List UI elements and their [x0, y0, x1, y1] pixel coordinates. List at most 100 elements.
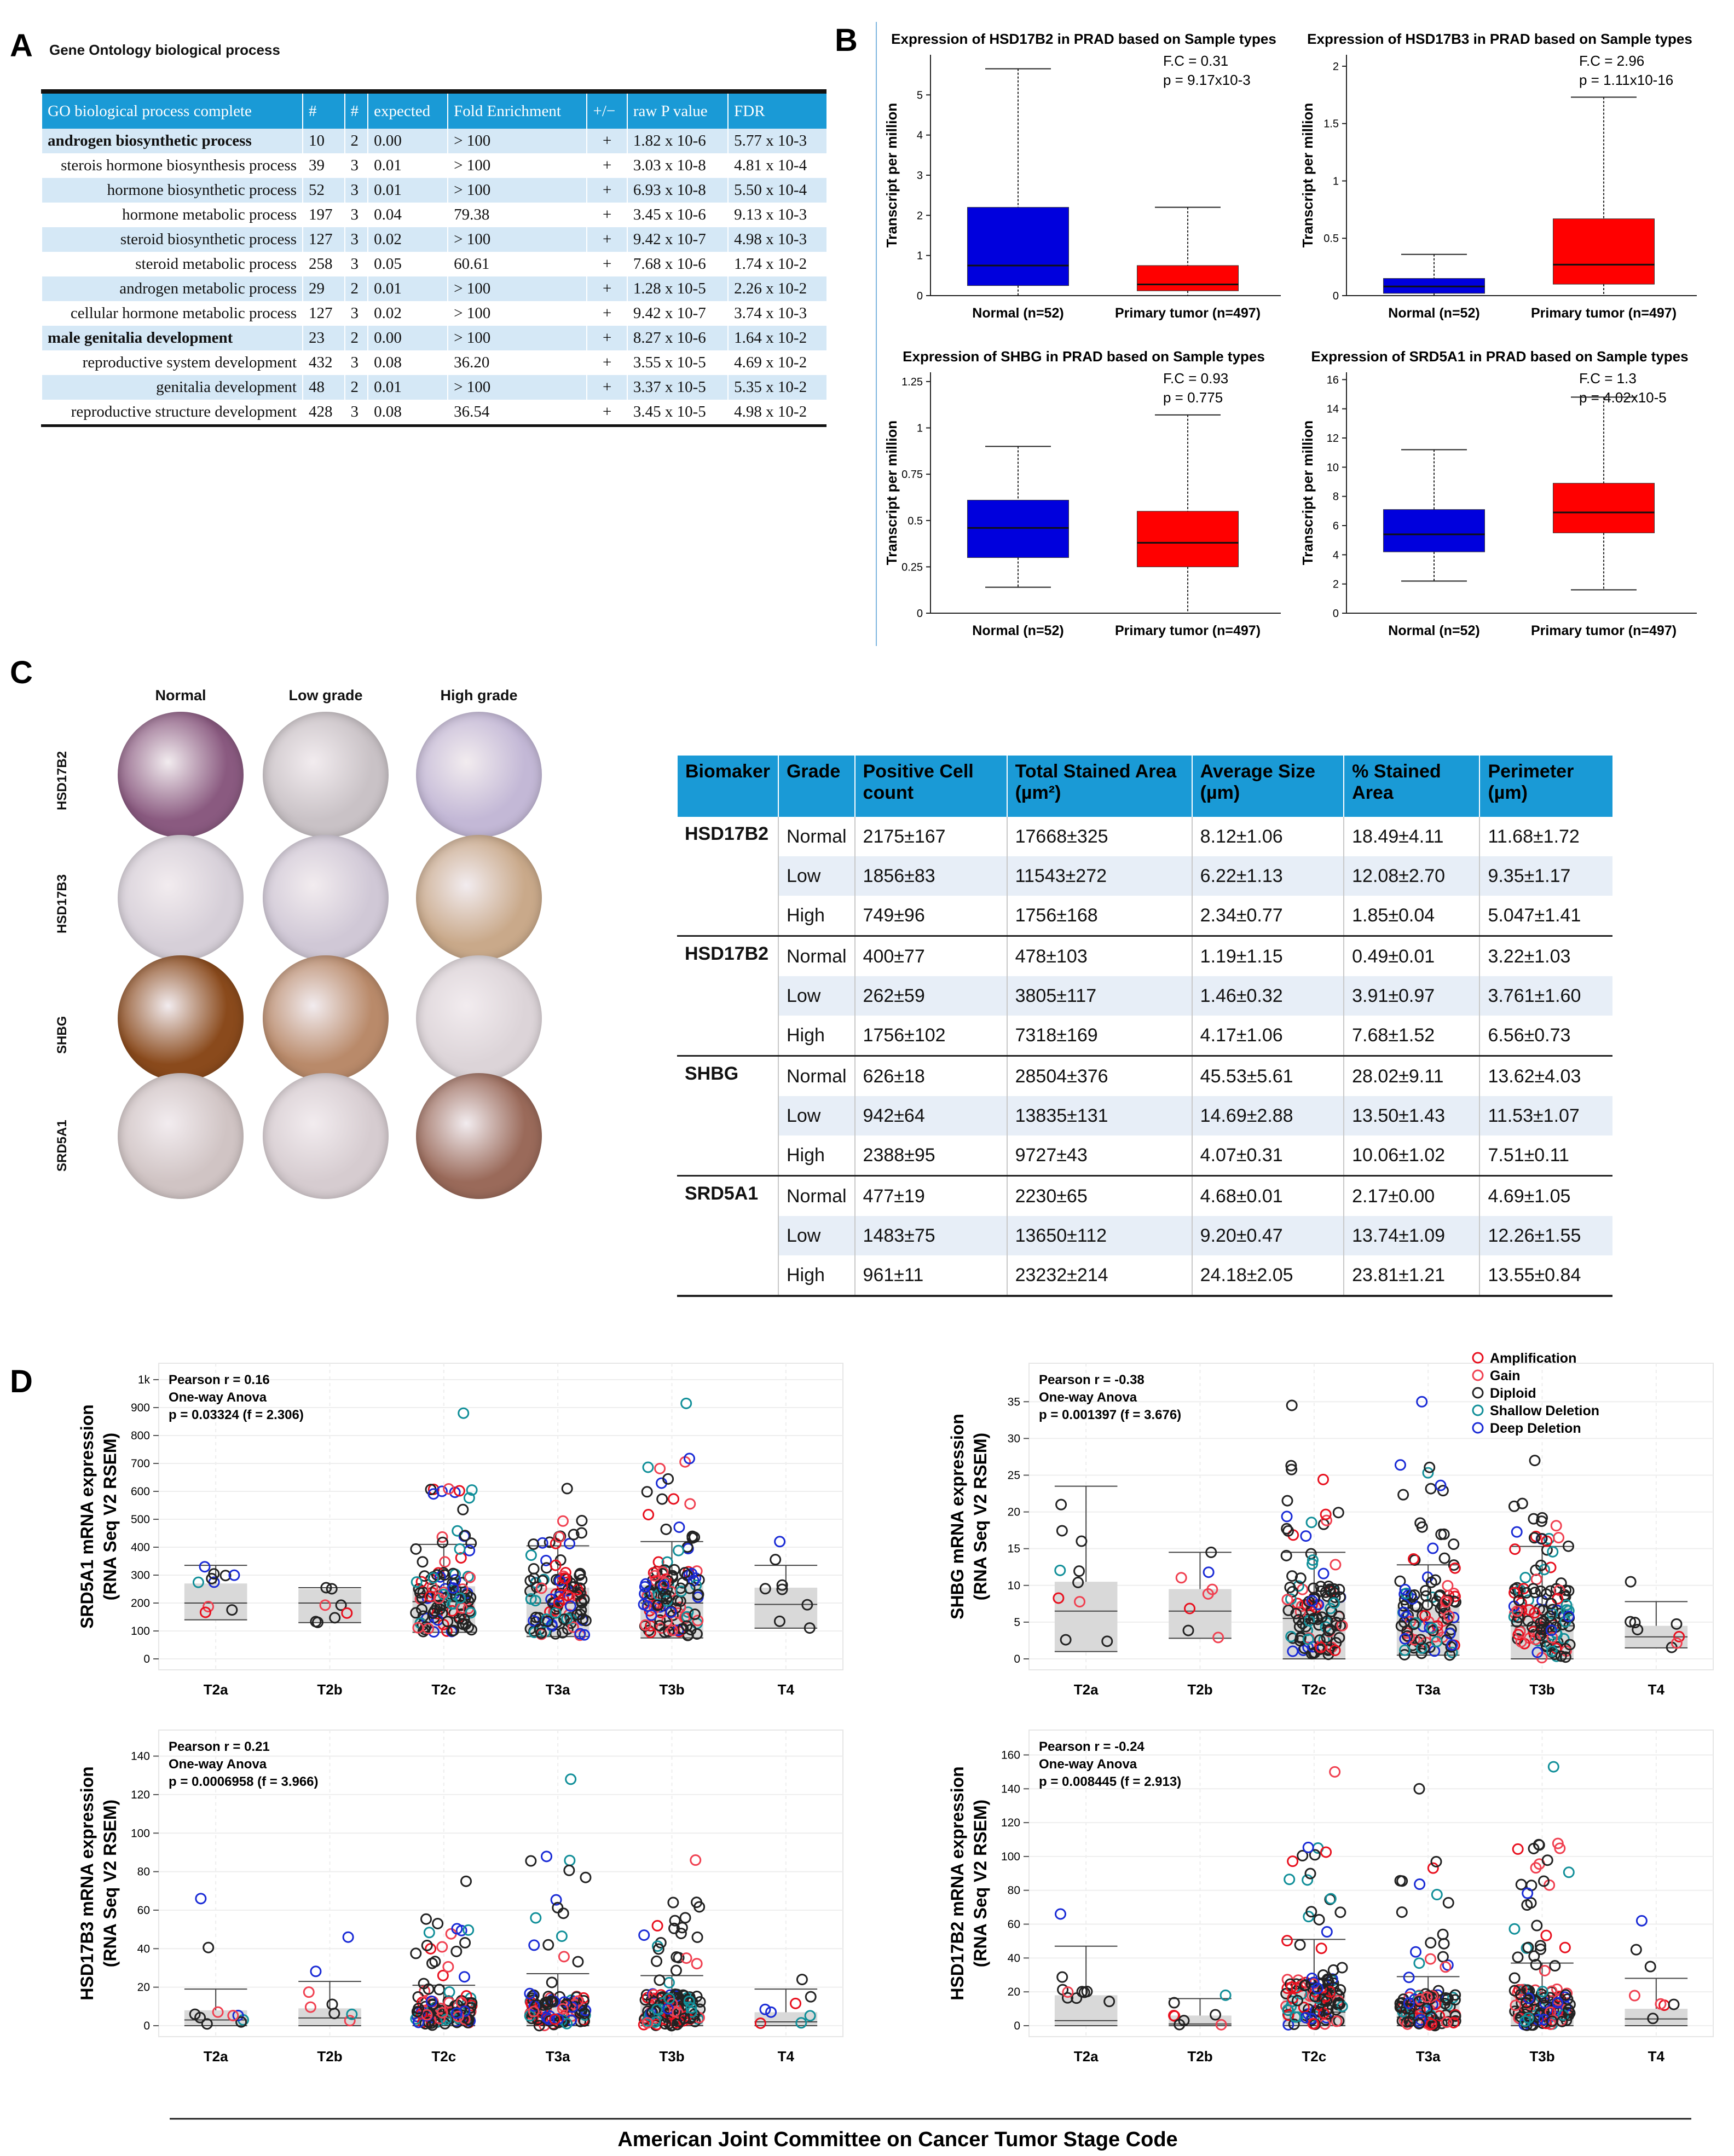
ihc-table-cell: High: [777, 1255, 855, 1297]
sample-point: [1205, 1546, 1217, 1558]
sample-point: [547, 1597, 559, 1609]
sample-point: [342, 1931, 354, 1943]
go-table-cell: 3: [344, 252, 368, 276]
sample-point: [525, 2013, 537, 2025]
anova-pvalue-label: p = 0.0006958 (f = 3.966): [169, 1774, 319, 1789]
y-tick-label: 2: [1333, 579, 1339, 591]
sample-point: [1625, 1616, 1637, 1628]
sample-point: [410, 1607, 422, 1619]
sample-point: [425, 1995, 437, 2007]
sample-point: [675, 1927, 687, 1939]
sample-point: [427, 1572, 440, 1584]
sample-point: [1424, 1641, 1436, 1653]
go-table-cell: 0.01: [367, 153, 448, 178]
sample-point: [765, 2006, 777, 2018]
y-tick-label: 35: [1008, 1396, 1020, 1408]
go-table-cell: > 100: [447, 178, 587, 203]
y-tick-label: 900: [131, 1402, 150, 1414]
sample-point: [759, 1583, 771, 1595]
sample-point: [1430, 1855, 1442, 1867]
sample-point: [1407, 1553, 1419, 1565]
go-table-cell: 7.68 x 10-6: [626, 252, 729, 276]
ihc-table-cell: 12.26±1.55: [1479, 1216, 1612, 1255]
sample-point: [530, 1581, 542, 1593]
sample-point: [1523, 1604, 1535, 1616]
sample-point: [465, 1537, 477, 1549]
sample-point: [346, 2008, 358, 2020]
sample-point: [1519, 2015, 1531, 2027]
sample-point: [666, 1624, 678, 1636]
sample-point: [1440, 1596, 1452, 1608]
sample-point: [1447, 1992, 1459, 2004]
sample-point: [692, 1615, 704, 1627]
sample-point: [1535, 1629, 1547, 1641]
go-table-cell: 3.45 x 10-5: [626, 400, 729, 426]
sample-point: [208, 1568, 220, 1580]
ihc-table-cell: 4.69±1.05: [1479, 1175, 1612, 1216]
sample-point: [1546, 1632, 1558, 1644]
sample-point: [1320, 1514, 1332, 1526]
sample-point: [1394, 1575, 1406, 1587]
sample-point: [421, 1939, 433, 1951]
y-axis-label: Transcript per million: [1299, 420, 1316, 565]
sample-point: [557, 1515, 569, 1527]
sample-point: [1413, 1783, 1425, 1795]
ihc-table-cell: 13.62±4.03: [1479, 1056, 1612, 1096]
ihc-table-row: HSD17B2 Normal 400±77 478±103 1.19±1.15 0.49±…: [677, 936, 1612, 1057]
y-tick-label: 2: [1333, 61, 1339, 73]
box-iqr: [1137, 511, 1239, 567]
sample-point: [651, 1919, 663, 1932]
ihc-table-header: Grade: [777, 756, 855, 817]
go-process-name: steroid biosynthetic process: [41, 227, 303, 252]
sample-point: [684, 1582, 696, 1594]
go-table-row: hormone biosynthetic process 52 3 0.01 > 100…: [41, 178, 826, 203]
x-category-label: T2a: [1074, 2048, 1099, 2065]
y-tick-label: 80: [1008, 1884, 1020, 1897]
p-value-label: p = 1.11x10-16: [1579, 72, 1673, 88]
sample-point: [1315, 1942, 1327, 1955]
ihc-table-cell: 13835±131: [1006, 1096, 1192, 1135]
go-table-header: FDR: [727, 91, 826, 129]
sample-point: [328, 2008, 340, 2020]
y-tick-label: 1.5: [1323, 118, 1339, 130]
ihc-table-cell: Low: [777, 976, 855, 1016]
go-table-cell: +: [586, 153, 627, 178]
sample-point: [1655, 1998, 1667, 2010]
sample-point: [1399, 1644, 1411, 1656]
sample-point: [1448, 1538, 1460, 1550]
ihc-table-cell: 1.46±0.32: [1191, 976, 1344, 1016]
sample-point: [1305, 1906, 1317, 1918]
sample-point: [567, 1621, 579, 1633]
y-tick-label: 140: [131, 1750, 150, 1763]
box-iqr: [184, 1583, 247, 1620]
sample-point: [572, 1956, 584, 1968]
sample-point: [1536, 1512, 1548, 1524]
sample-point: [550, 1607, 562, 1619]
sample-point: [415, 1576, 427, 1588]
sample-point: [411, 1576, 423, 1588]
sample-point: [1297, 1617, 1309, 1629]
y-tick-label: 20: [1008, 1986, 1020, 1998]
sample-point: [1333, 1610, 1345, 1622]
sample-point: [1304, 1867, 1316, 1880]
sample-point: [436, 1531, 448, 1543]
sample-point: [1320, 1846, 1332, 1858]
sample-point: [1545, 1624, 1557, 1636]
y-tick-label: 400: [131, 1541, 150, 1554]
sample-point: [423, 1623, 435, 1635]
box-iqr: [1625, 2009, 1688, 2026]
sample-point: [1327, 1964, 1339, 1976]
sample-point: [1410, 1946, 1422, 1958]
sample-point: [660, 1523, 672, 1535]
expression-boxplot: Expression of SRD5A1 in PRAD based on Sa…: [1299, 348, 1697, 638]
sample-point: [651, 2003, 663, 2015]
sample-point: [199, 1606, 211, 1618]
x-category-label: Primary tumor (n=497): [1531, 305, 1677, 321]
sample-point: [1415, 1642, 1427, 1654]
sample-point: [1533, 1839, 1545, 1851]
sample-point: [774, 1536, 786, 1548]
sample-point: [1328, 1583, 1340, 1595]
sample-point: [652, 1943, 664, 1955]
sample-point: [642, 1461, 654, 1473]
sample-point: [442, 1961, 454, 1973]
